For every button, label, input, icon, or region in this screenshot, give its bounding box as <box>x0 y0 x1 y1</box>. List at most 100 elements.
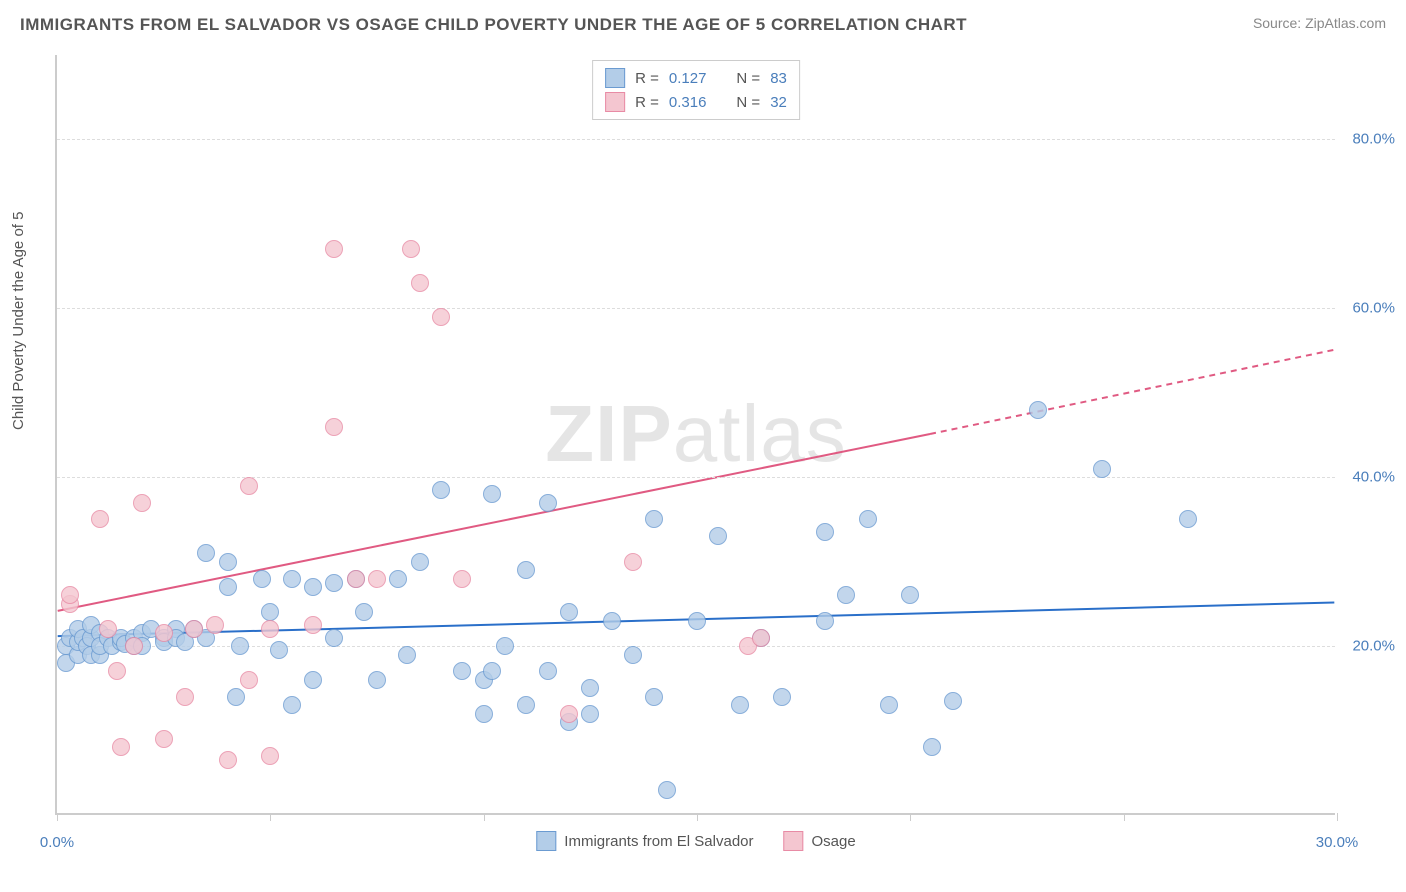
x-tick <box>270 813 271 821</box>
data-point <box>496 637 514 655</box>
data-point <box>112 738 130 756</box>
data-point <box>108 662 126 680</box>
data-point <box>283 696 301 714</box>
y-axis-label: Child Poverty Under the Age of 5 <box>10 212 27 430</box>
y-tick-label: 80.0% <box>1352 131 1395 148</box>
data-point <box>240 477 258 495</box>
data-point <box>658 781 676 799</box>
data-point <box>185 620 203 638</box>
data-point <box>355 603 373 621</box>
data-point <box>624 553 642 571</box>
data-point <box>483 485 501 503</box>
data-point <box>91 510 109 528</box>
r-value: 0.316 <box>669 94 707 111</box>
data-point <box>227 688 245 706</box>
data-point <box>133 494 151 512</box>
data-point <box>206 616 224 634</box>
legend-swatch <box>605 68 625 88</box>
data-point <box>389 570 407 588</box>
data-point <box>901 586 919 604</box>
data-point <box>155 624 173 642</box>
watermark: ZIPatlas <box>545 388 846 480</box>
data-point <box>645 688 663 706</box>
data-point <box>411 274 429 292</box>
data-point <box>483 662 501 680</box>
data-point <box>304 578 322 596</box>
x-tick <box>1124 813 1125 821</box>
legend-item: Osage <box>784 831 856 851</box>
data-point <box>402 240 420 258</box>
data-point <box>560 603 578 621</box>
data-point <box>603 612 621 630</box>
x-tick <box>910 813 911 821</box>
data-point <box>283 570 301 588</box>
data-point <box>645 510 663 528</box>
data-point <box>539 494 557 512</box>
data-point <box>155 730 173 748</box>
data-point <box>816 523 834 541</box>
legend-label: Osage <box>812 833 856 850</box>
legend-item: Immigrants from El Salvador <box>536 831 753 851</box>
data-point <box>411 553 429 571</box>
data-point <box>1029 401 1047 419</box>
data-point <box>773 688 791 706</box>
data-point <box>125 637 143 655</box>
legend-swatch <box>536 831 556 851</box>
n-value: 32 <box>770 94 787 111</box>
data-point <box>837 586 855 604</box>
data-point <box>368 671 386 689</box>
data-point <box>581 705 599 723</box>
data-point <box>398 646 416 664</box>
data-point <box>1179 510 1197 528</box>
data-point <box>816 612 834 630</box>
data-point <box>368 570 386 588</box>
n-value: 83 <box>770 70 787 87</box>
legend-swatch <box>784 831 804 851</box>
data-point <box>517 561 535 579</box>
x-tick <box>484 813 485 821</box>
n-label: N = <box>736 94 760 111</box>
data-point <box>325 629 343 647</box>
data-point <box>176 688 194 706</box>
scatter-chart: ZIPatlas R = 0.127 N = 83 R = 0.316 N = … <box>55 55 1335 815</box>
correlation-legend-row: R = 0.127 N = 83 <box>605 66 787 90</box>
data-point <box>61 586 79 604</box>
data-point <box>261 620 279 638</box>
correlation-legend: R = 0.127 N = 83 R = 0.316 N = 32 <box>592 60 800 120</box>
x-tick-label: 30.0% <box>1316 834 1359 851</box>
data-point <box>581 679 599 697</box>
y-tick-label: 20.0% <box>1352 638 1395 655</box>
y-tick-label: 60.0% <box>1352 300 1395 317</box>
watermark-light: atlas <box>673 389 847 478</box>
x-tick <box>57 813 58 821</box>
data-point <box>432 481 450 499</box>
data-point <box>325 418 343 436</box>
data-point <box>270 641 288 659</box>
trend-lines <box>57 55 1335 813</box>
legend-label: Immigrants from El Salvador <box>564 833 753 850</box>
r-label: R = <box>635 94 659 111</box>
data-point <box>197 544 215 562</box>
data-point <box>219 751 237 769</box>
data-point <box>304 616 322 634</box>
data-point <box>219 578 237 596</box>
data-point <box>325 240 343 258</box>
watermark-bold: ZIP <box>545 389 672 478</box>
data-point <box>240 671 258 689</box>
data-point <box>539 662 557 680</box>
data-point <box>219 553 237 571</box>
grid-line <box>57 308 1335 309</box>
data-point <box>253 570 271 588</box>
data-point <box>1093 460 1111 478</box>
y-tick-label: 40.0% <box>1352 469 1395 486</box>
data-point <box>731 696 749 714</box>
data-point <box>709 527 727 545</box>
x-tick-label: 0.0% <box>40 834 74 851</box>
r-value: 0.127 <box>669 70 707 87</box>
n-label: N = <box>736 70 760 87</box>
data-point <box>859 510 877 528</box>
data-point <box>304 671 322 689</box>
source-label: Source: ZipAtlas.com <box>1253 15 1386 31</box>
data-point <box>432 308 450 326</box>
data-point <box>923 738 941 756</box>
